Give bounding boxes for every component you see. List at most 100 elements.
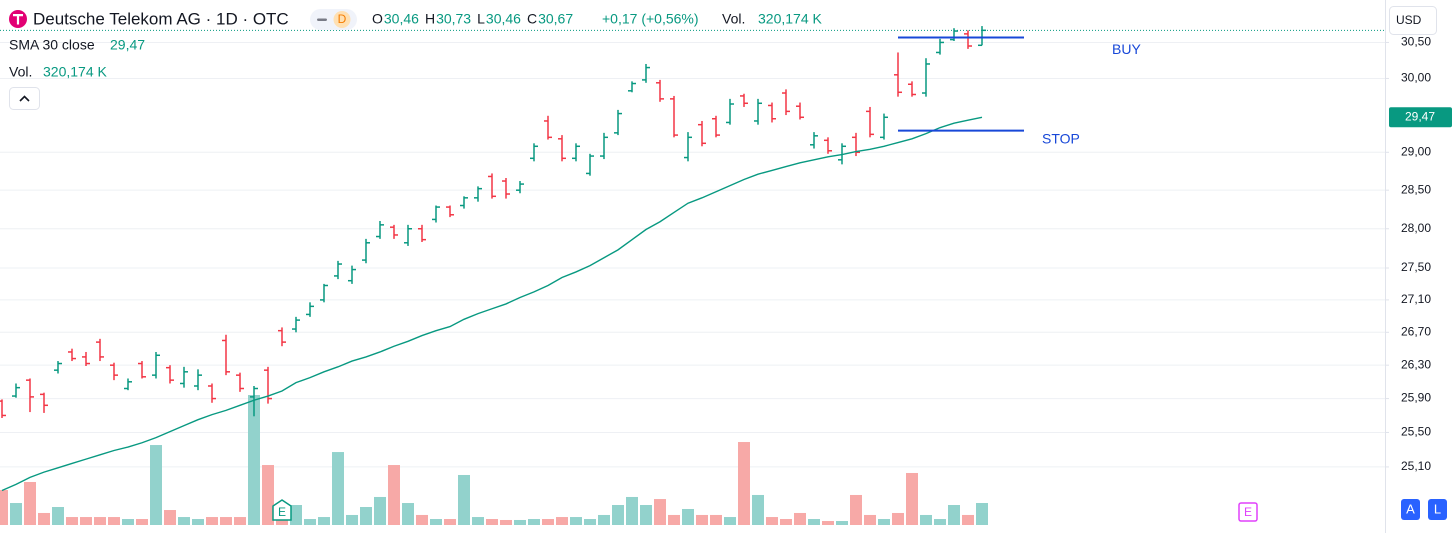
symbol-title: Deutsche Telekom AG · 1D · OTC <box>33 9 289 28</box>
volume-bar <box>724 517 736 525</box>
volume-bar <box>472 517 484 525</box>
volume-bar <box>220 517 232 525</box>
volume-bar <box>346 514 358 525</box>
header: Deutsche Telekom AG · 1D · OTC D O 30,46 H… <box>9 9 822 110</box>
symbol-logo-glyph <box>13 14 23 25</box>
volume-bar <box>164 510 176 525</box>
volume-bar <box>38 512 50 525</box>
ohlc-legend-value: 30,73 <box>436 11 471 27</box>
volume-bar <box>374 496 386 525</box>
volume-bar <box>52 507 64 525</box>
volume-indicator-name: Vol. <box>9 64 32 80</box>
volume-bar <box>542 519 554 525</box>
volume-bar <box>150 445 162 525</box>
volume-bar <box>584 519 596 525</box>
y-tick-label: 27,10 <box>1401 292 1431 306</box>
volume-bar <box>640 505 652 525</box>
volume-bar <box>136 519 148 525</box>
scale-button[interactable] <box>1401 499 1420 520</box>
volume-bar <box>892 512 904 525</box>
volume-bar <box>920 514 932 525</box>
volume-bar <box>570 517 582 525</box>
volume-bar <box>556 517 568 525</box>
volume-bar <box>906 472 918 525</box>
collapse-chevron <box>19 95 30 102</box>
volume-pane <box>0 395 988 525</box>
volume-bar <box>962 514 974 525</box>
volume-bar <box>80 517 92 525</box>
volume-bar <box>290 505 302 525</box>
volume-bar <box>836 521 848 525</box>
volume-bar <box>864 514 876 525</box>
ohlc-legend-key: O <box>372 11 383 27</box>
volume-bar <box>696 514 708 525</box>
volume-bar <box>850 494 862 525</box>
volume-bar <box>878 519 890 525</box>
volume-bar <box>626 496 638 525</box>
volume-bar <box>388 465 400 525</box>
ohlc-legend-value: 30,46 <box>486 11 521 27</box>
y-tick-label: 27,50 <box>1401 260 1431 274</box>
volume-bar <box>122 519 134 525</box>
change-text: +0,17 (+0,56%) <box>602 11 699 27</box>
volume-bar <box>234 517 246 525</box>
collapse-button[interactable] <box>9 87 40 110</box>
volume-bar <box>500 519 512 525</box>
event-marker[interactable] <box>272 499 292 521</box>
ohlc-legend-key: H <box>425 11 435 27</box>
ohlc-legend-key: L <box>477 11 485 27</box>
y-tick-label: 30,50 <box>1401 35 1431 49</box>
volume-bar <box>108 517 120 525</box>
y-tick-label: 25,50 <box>1401 425 1431 439</box>
volume-bar <box>0 490 8 525</box>
price-pane <box>0 26 986 419</box>
y-tick-label: 30,00 <box>1401 71 1431 85</box>
volume-bar <box>752 494 764 525</box>
sma-axis-label-bg <box>1389 107 1452 128</box>
volume-legend-value: 320,174 K <box>758 11 822 27</box>
y-tick-label: 29,00 <box>1401 144 1431 158</box>
event-label: E <box>1244 505 1252 519</box>
scale-button-label: A <box>1406 501 1415 516</box>
grid <box>0 41 1385 468</box>
y-tick-label: 28,50 <box>1401 182 1431 196</box>
volume-bar <box>976 503 988 525</box>
currency-button[interactable] <box>1389 6 1437 35</box>
event-marker[interactable] <box>1238 502 1258 522</box>
volume-bar <box>808 519 820 525</box>
sma-line <box>1 116 983 492</box>
scale-button[interactable] <box>1428 499 1447 520</box>
volume-bar <box>766 517 778 525</box>
volume-bar <box>262 465 274 525</box>
volume-bar <box>948 505 960 525</box>
volume-bar <box>402 503 414 525</box>
volume-bar <box>10 503 22 525</box>
event-label: E <box>278 505 286 519</box>
volume-bar <box>332 452 344 525</box>
volume-bar <box>206 517 218 525</box>
volume-bar <box>416 514 428 525</box>
scale-button-label: L <box>1434 501 1441 516</box>
volume-bar <box>66 517 78 525</box>
volume-bar <box>682 508 694 525</box>
interval-badge-text: D <box>338 12 347 26</box>
toggle-dash <box>317 18 327 21</box>
volume-bar <box>444 519 456 525</box>
volume-bar <box>668 514 680 525</box>
volume-bar <box>486 519 498 525</box>
volume-bar <box>934 519 946 525</box>
volume-bar <box>710 514 722 525</box>
volume-bar <box>738 442 750 525</box>
volume-bar <box>598 514 610 525</box>
volume-bar <box>360 507 372 525</box>
ohlc-legend-value: 30,67 <box>538 11 573 27</box>
volume-bar <box>304 519 316 525</box>
volume-bar <box>780 519 792 525</box>
volume-bar <box>430 519 442 525</box>
volume-bar <box>24 481 36 525</box>
ohlc-legend-key: C <box>527 11 537 27</box>
volume-bar <box>822 521 834 525</box>
